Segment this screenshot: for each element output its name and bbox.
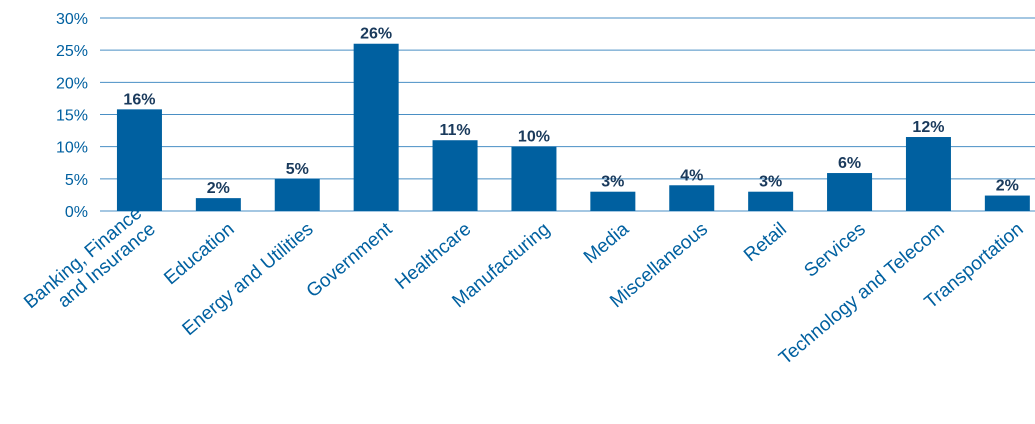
x-category-label: Retail — [740, 219, 791, 266]
x-category-label: Energy and Utilities — [179, 219, 318, 340]
y-tick-label: 15% — [56, 108, 88, 125]
category-label-line: Healthcare — [391, 219, 475, 294]
category-label-line: Education — [160, 219, 238, 289]
x-category-label: Media — [580, 218, 633, 268]
bar — [748, 191, 794, 211]
data-labels: 16% 2% 5% 26% 11% 10% 3% 4% 3% 6% 12% 2% — [123, 26, 1018, 197]
category-label-line: Services — [800, 219, 869, 282]
category-label-line: Energy and Utilities — [179, 219, 318, 340]
data-label: 3% — [759, 174, 782, 191]
y-tick-label: 0% — [65, 204, 88, 221]
bar — [669, 185, 715, 211]
bar — [274, 178, 320, 211]
data-label: 12% — [912, 119, 944, 136]
data-label: 5% — [286, 161, 309, 178]
y-tick-label: 20% — [56, 75, 88, 92]
data-label: 2% — [996, 178, 1019, 195]
bar — [984, 195, 1030, 211]
data-label: 3% — [601, 174, 624, 191]
data-label: 16% — [123, 91, 155, 108]
y-tick-label: 25% — [56, 43, 88, 60]
bar — [195, 198, 241, 211]
bar — [590, 191, 636, 211]
x-category-label: Banking, Financeand Insurance — [20, 203, 159, 330]
data-label: 2% — [207, 180, 230, 197]
y-tick-label: 5% — [65, 172, 88, 189]
bar — [116, 109, 162, 211]
category-label-line: Retail — [740, 219, 791, 266]
data-label: 6% — [838, 155, 861, 172]
y-axis-tick-labels: 0% 5% 10% 15% 20% 25% 30% — [56, 11, 88, 221]
y-tick-label: 10% — [56, 140, 88, 157]
gridlines — [100, 17, 1035, 212]
x-category-label: Services — [800, 219, 869, 282]
bar — [432, 140, 478, 211]
x-category-label: Healthcare — [391, 219, 475, 294]
data-label: 4% — [680, 167, 703, 184]
bar — [511, 146, 557, 211]
bar — [353, 43, 399, 211]
bar — [905, 137, 951, 211]
x-axis-category-labels: Banking, Financeand Insurance EducationEn… — [20, 203, 1027, 369]
category-label-line: Media — [580, 218, 633, 268]
data-label: 11% — [439, 122, 470, 139]
category-label-line: Government — [303, 218, 397, 302]
data-label: 26% — [360, 26, 392, 43]
data-label: 10% — [518, 129, 550, 146]
bars — [116, 43, 1030, 211]
bar — [827, 173, 873, 211]
x-category-label: Education — [160, 219, 238, 289]
x-category-label: Government — [303, 218, 397, 302]
y-tick-label: 30% — [56, 11, 88, 28]
